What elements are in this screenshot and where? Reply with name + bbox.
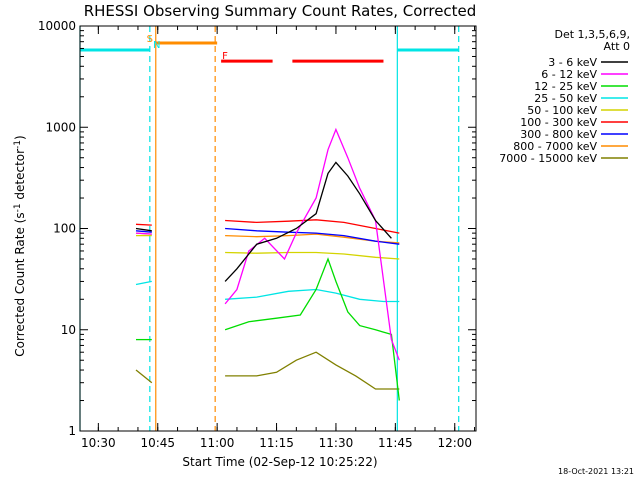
x-tick-label-1200: 12:00 xyxy=(437,436,472,450)
series-line-3-part-1 xyxy=(225,288,400,303)
legend-label-8: 7000 - 15000 keV xyxy=(499,152,597,165)
series-line-8-part-1 xyxy=(225,351,400,390)
series-line-3-part-0 xyxy=(135,280,152,286)
flag-label-f: F xyxy=(222,51,228,62)
legend-label-0: 3 - 6 keV xyxy=(548,56,597,69)
series-line-6-part-0 xyxy=(135,230,152,233)
x-tick-label-1145: 11:45 xyxy=(378,436,413,450)
series-line-0-part-1 xyxy=(224,161,392,282)
legend-label-4: 50 - 100 keV xyxy=(527,104,597,117)
x-tick-label-1130: 11:30 xyxy=(319,436,354,450)
x-tick-label-1100: 11:00 xyxy=(200,436,235,450)
legend-label-1: 6 - 12 keV xyxy=(541,68,597,81)
flag-label-n: N xyxy=(153,40,160,51)
legend-header-line-2: Att 0 xyxy=(604,40,630,53)
y-axis-label-sup2: -1 xyxy=(13,140,23,149)
legend-label-2: 12 - 25 keV xyxy=(534,80,597,93)
y-tick-label-1000: 1000 xyxy=(45,120,76,134)
y-axis-label-end: ) xyxy=(13,135,27,140)
x-tick-label-1045: 10:45 xyxy=(140,436,175,450)
y-axis-label-sup: -1 xyxy=(13,203,23,212)
series-line-4-part-1 xyxy=(225,251,400,260)
legend-header-line-1: Det 1,3,5,6,9, xyxy=(554,28,630,41)
y-tick-label-10000: 10000 xyxy=(38,19,76,33)
series-line-1-part-0 xyxy=(135,232,152,235)
y-tick-label-100: 100 xyxy=(53,222,76,236)
y-axis-label: Corrected Count Rate (s-1 detector-1) xyxy=(13,135,27,356)
y-tick-label-1: 1 xyxy=(68,424,76,438)
legend-label-5: 100 - 300 keV xyxy=(520,116,597,129)
legend-label-7: 800 - 7000 keV xyxy=(513,140,597,153)
x-tick-label-1115: 11:15 xyxy=(259,436,294,450)
y-axis-label-mid: detector xyxy=(13,149,27,204)
chart-title: RHESSI Observing Summary Count Rates, Co… xyxy=(84,2,477,20)
legend-label-3: 25 - 50 keV xyxy=(534,92,597,105)
flag-label-s: S xyxy=(147,34,153,45)
series-line-6-part-1 xyxy=(225,227,400,245)
x-tick-label-1030: 10:30 xyxy=(81,436,116,450)
series-line-2-part-1 xyxy=(224,257,400,401)
series-line-8-part-0 xyxy=(135,369,153,384)
legend-label-6: 300 - 800 keV xyxy=(520,128,597,141)
series-line-0-part-0 xyxy=(135,227,152,232)
y-axis-label-main: Corrected Count Rate (s xyxy=(13,212,27,356)
axes: 1 10 100 1000 10000 10:30 10:45 11:00 11:15 11:30… xyxy=(38,19,477,450)
y-tick-label-10: 10 xyxy=(61,323,76,337)
series-line-5-part-0 xyxy=(135,223,152,226)
x-axis-label: Start Time (02-Sep-12 10:25:22) xyxy=(182,455,377,469)
series-line-5-part-1 xyxy=(225,219,400,234)
timestamp: 18-Oct-2021 13:21 xyxy=(558,467,634,476)
